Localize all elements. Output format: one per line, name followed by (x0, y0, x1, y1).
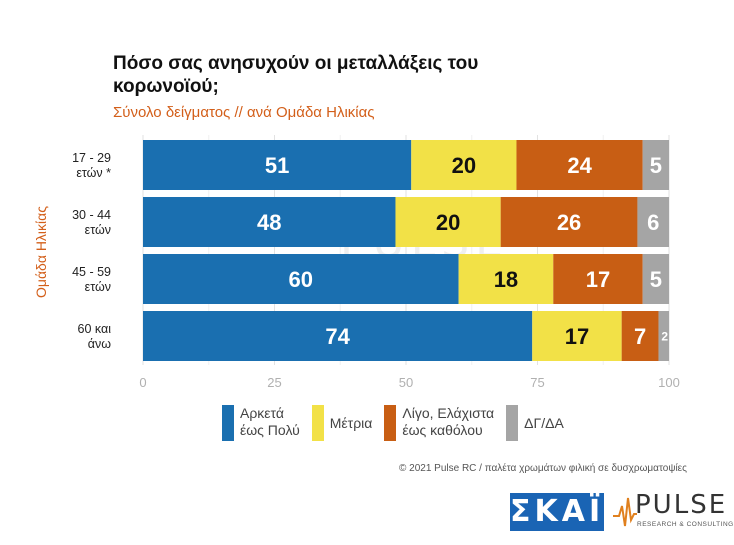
category-label: 17 - 29 ετών * (72, 151, 111, 180)
bar-segment (553, 254, 643, 304)
legend-label: ΔΓ/ΔΑ (524, 415, 564, 431)
x-tick-label: 50 (399, 375, 413, 390)
bar-segment (637, 197, 669, 247)
chart-subtitle: Σύνολο δείγματος // ανά Ομάδα Ηλικίας (113, 104, 375, 121)
data-label: 17 (586, 267, 610, 292)
bar-segment (411, 140, 517, 190)
category-label: 60 και άνω (78, 322, 112, 351)
bar-segment (658, 311, 669, 361)
bar-segment (458, 254, 554, 304)
data-label: 6 (647, 210, 659, 235)
data-label: 20 (436, 210, 460, 235)
pulse-wave-icon (613, 497, 637, 527)
bar-segment (143, 197, 396, 247)
bar-segment (500, 197, 638, 247)
x-tick-label: 100 (658, 375, 680, 390)
legend-swatch (384, 405, 397, 441)
x-tick-label: 0 (139, 375, 146, 390)
chart-legend: Αρκετά έως Πολύ Μέτρια Λίγο, Ελάχιστα έως … (222, 405, 576, 441)
legend-item: Μέτρια (311, 405, 373, 441)
legend-item: Λίγο, Ελάχιστα έως καθόλου (384, 405, 494, 441)
legend-swatch (311, 405, 324, 441)
data-label: 17 (565, 324, 589, 349)
pulse-logo-subtitle: RESEARCH & CONSULTING (637, 521, 734, 528)
pulse-logo-word: PULSE (635, 490, 728, 520)
bar-segment (532, 311, 622, 361)
legend-label: Μέτρια (329, 415, 373, 431)
copyright-text: © 2021 Pulse RC / παλέτα χρωμάτων φιλική… (399, 463, 687, 474)
bar-segment (143, 254, 459, 304)
category-label: 30 - 44 ετών (72, 208, 111, 237)
legend-swatch (222, 405, 234, 441)
bar-segment (395, 197, 501, 247)
data-label: 60 (289, 267, 313, 292)
data-label: 24 (567, 153, 592, 178)
data-label: 18 (494, 267, 518, 292)
data-label: 2 (661, 329, 668, 343)
data-label: 51 (265, 153, 289, 178)
bar-segment (642, 254, 669, 304)
data-label: 5 (650, 267, 662, 292)
category-label: 45 - 59 ετών (72, 265, 111, 294)
bar-segment (516, 140, 643, 190)
chart-title: Πόσο σας ανησυχούν οι μεταλλάξεις του κο… (113, 53, 479, 97)
data-label: 5 (650, 153, 662, 178)
bar-segment (143, 311, 533, 361)
legend-label: Λίγο, Ελάχιστα έως καθόλου (402, 405, 495, 438)
bar-segment (621, 311, 659, 361)
bar-segment (143, 140, 412, 190)
data-label: 48 (257, 210, 281, 235)
bar-segment (642, 140, 669, 190)
data-label: 74 (325, 324, 350, 349)
data-label: 7 (634, 324, 646, 349)
x-tick-label: 25 (267, 375, 281, 390)
legend-item: ΔΓ/ΔΑ (506, 405, 564, 441)
legend-swatch (506, 405, 519, 441)
data-label: 26 (557, 210, 581, 235)
legend-item: Αρκετά έως Πολύ (222, 405, 300, 441)
x-tick-label: 75 (530, 375, 544, 390)
data-label: 20 (452, 153, 476, 178)
pulse-logo: PULSE RESEARCH & CONSULTING (613, 490, 733, 534)
skai-logo: ΣΚΑΪ (510, 493, 605, 531)
legend-label: Αρκετά έως Πολύ (240, 405, 300, 438)
